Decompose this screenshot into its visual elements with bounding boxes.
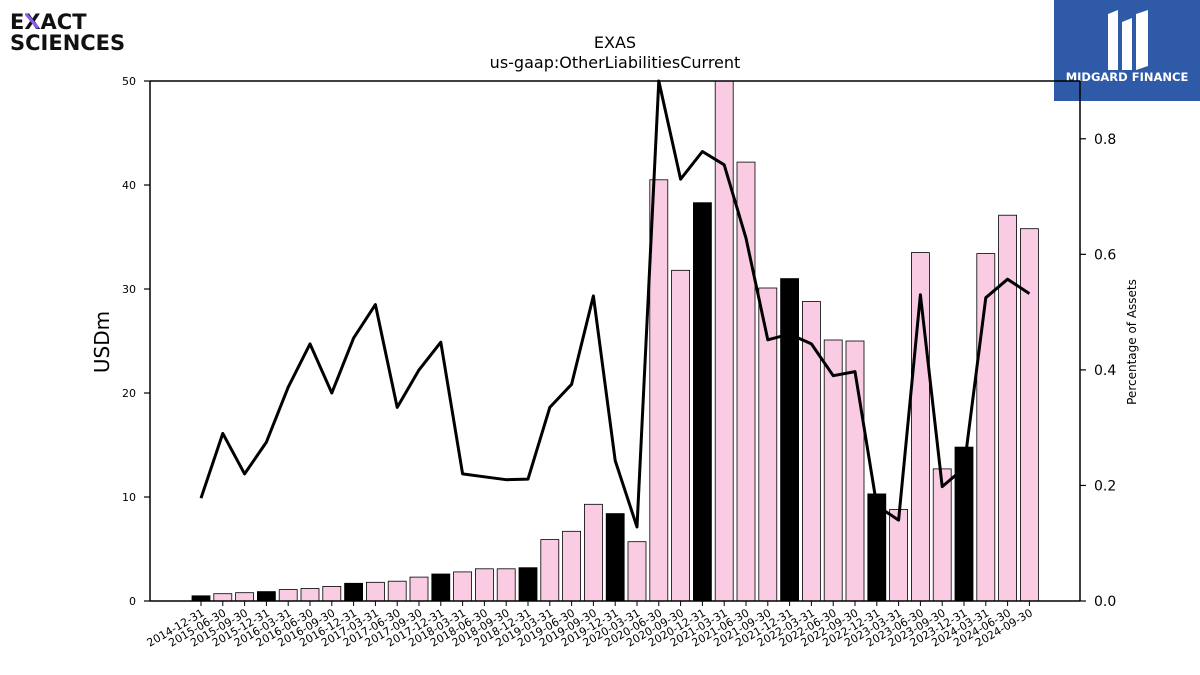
bar-2015-09-30 (235, 592, 255, 602)
bar-2017-06-30 (387, 580, 407, 602)
bar-2020-06-30 (649, 179, 669, 602)
bar-2018-06-30 (474, 568, 494, 602)
publisher-logo-mark: MIDGARD FINANCE (1066, 10, 1189, 84)
y2-tick-label-0.4: 0.4 (1094, 363, 1116, 379)
bar-2023-12-31 (954, 446, 974, 602)
logo-bar-left (1108, 10, 1118, 70)
bar-2016-03-31 (278, 589, 298, 602)
bar-2022-06-30 (823, 339, 843, 602)
bar-2018-09-30 (496, 568, 516, 602)
y-tick-label-0: 0 (129, 595, 136, 608)
chart-title: EXAS (594, 33, 636, 52)
bar-2016-06-30 (300, 588, 320, 602)
y2-tick-label-0.0: 0.0 (1094, 594, 1116, 610)
y-tick-label-30: 30 (122, 283, 136, 296)
bar-2015-06-30 (213, 593, 233, 602)
bar-2018-12-31 (518, 567, 538, 602)
bar-2021-06-30 (736, 161, 756, 602)
y-axis-label: USDm (90, 311, 114, 373)
bar-2014-12-31 (191, 595, 211, 602)
bar-2016-09-30 (322, 586, 342, 602)
bar-2020-12-31 (693, 202, 712, 602)
bar-2017-03-31 (365, 581, 385, 602)
logo-bar-middle (1122, 18, 1132, 70)
y-tick-label-20: 20 (122, 387, 136, 400)
axes: 010203040500.00.20.40.60.82014-12-312015… (122, 75, 1116, 650)
percentage-line-series (199, 79, 1031, 529)
bar-2023-03-31 (889, 509, 908, 602)
bar-2021-12-31 (780, 278, 799, 602)
company-logo-line1: EXACT (10, 10, 87, 34)
bar-2024-09-30 (1020, 228, 1039, 602)
company-logo-mark: EXACT SCIENCES (10, 10, 125, 55)
bar-2020-03-31 (627, 541, 647, 602)
y2-tick-label-0.8: 0.8 (1094, 132, 1116, 148)
publisher-logo-text: MIDGARD FINANCE (1066, 70, 1189, 84)
bar-2019-06-30 (562, 530, 581, 602)
bar-2024-06-30 (998, 214, 1017, 602)
y-tick-label-40: 40 (122, 179, 136, 192)
bar-2020-09-30 (671, 269, 690, 602)
logo-bar-right (1136, 10, 1148, 70)
y2-axis-label: Percentage of Assets (1125, 279, 1139, 405)
bar-2019-03-31 (540, 539, 560, 602)
bar-2023-09-30 (932, 468, 952, 602)
bar-2021-03-31 (714, 80, 734, 602)
bar-series (191, 80, 1039, 602)
bar-2015-12-31 (256, 591, 276, 602)
publisher-logo: MIDGARD FINANCE (1054, 0, 1200, 101)
company-logo: EXACT SCIENCES (10, 10, 135, 59)
y2-tick-label-0.6: 0.6 (1094, 247, 1116, 263)
bar-2017-09-30 (409, 576, 429, 602)
bar-2019-12-31 (605, 513, 625, 602)
y2-tick-label-0.2: 0.2 (1094, 478, 1116, 494)
y-tick-label-10: 10 (122, 491, 136, 504)
bar-2016-12-31 (344, 582, 364, 602)
bar-2019-09-30 (584, 503, 603, 602)
bar-2017-12-31 (431, 573, 451, 602)
chart-subtitle: us-gaap:OtherLiabilitiesCurrent (490, 53, 741, 72)
y-tick-label-50: 50 (122, 75, 136, 88)
bar-2018-03-31 (453, 571, 473, 602)
company-logo-line2: SCIENCES (10, 31, 125, 55)
percentage-line (199, 79, 1031, 529)
logo-accent-stroke (24, 13, 40, 29)
